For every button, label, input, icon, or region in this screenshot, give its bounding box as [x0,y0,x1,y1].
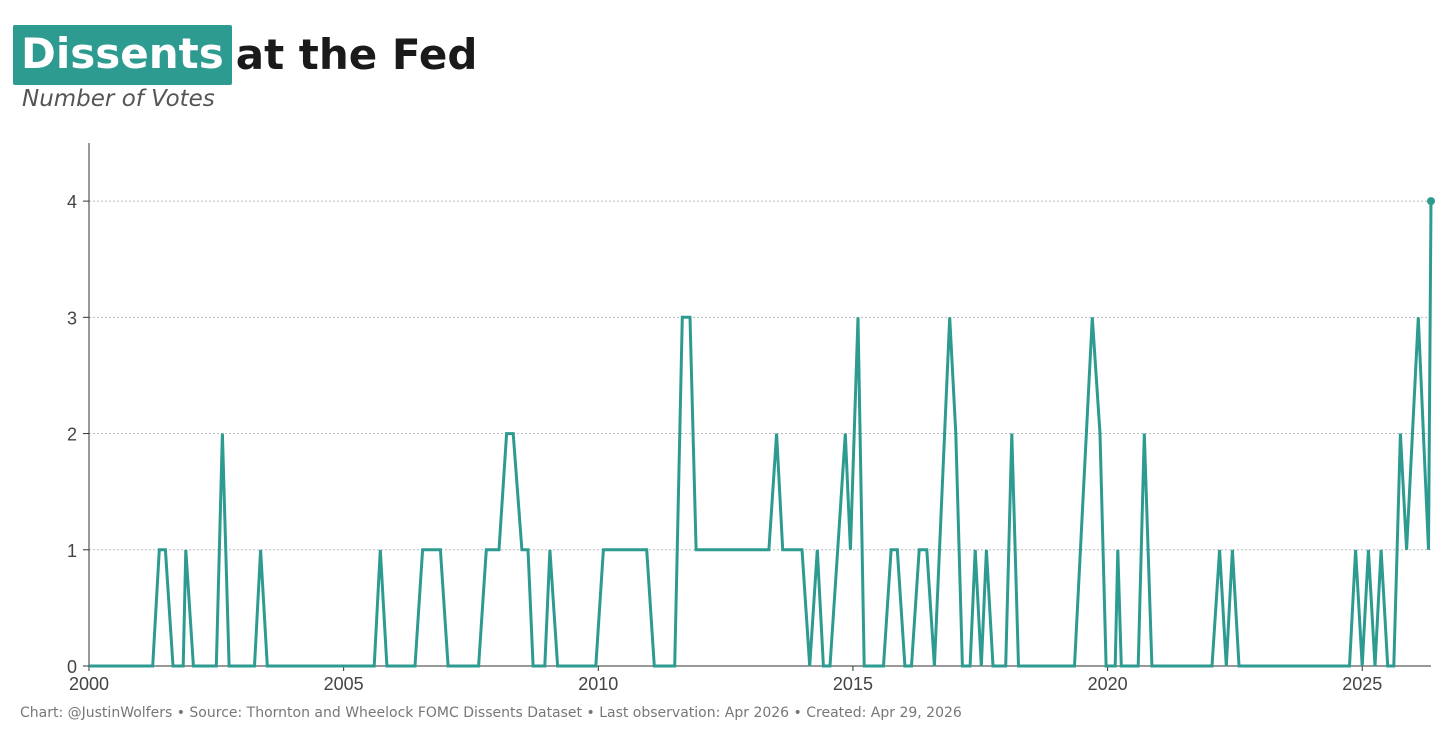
y-tick-label: 0 [67,657,77,677]
series-layer [89,197,1435,668]
last-observation-point [1427,197,1435,206]
y-tick-label: 3 [67,308,77,328]
y-tick-label: 4 [67,192,77,212]
title-highlight: Dissents [13,25,232,85]
series-line [89,201,1433,668]
x-tick-label: 2025 [1342,674,1382,694]
x-tick-label: 2005 [324,674,364,694]
x-tick-label: 2015 [833,674,873,694]
x-tick-label: 2010 [578,674,618,694]
x-tick-label: 2000 [69,674,109,694]
grid-lines [89,200,1431,551]
y-tick-label: 1 [67,541,77,561]
chart-footer: Chart: @JustinWolfers • Source: Thornton… [20,705,962,721]
chart-subtitle: Number of Votes [22,86,215,112]
chart-title: Dissents at the Fed [13,20,477,90]
y-tick-label: 2 [67,425,77,445]
x-tick-label: 2020 [1088,674,1128,694]
tick-labels: 0 1 2 3 4 2000 2005 2010 2015 2020 2025 [67,192,1382,694]
title-rest: at the Fed [235,30,478,79]
